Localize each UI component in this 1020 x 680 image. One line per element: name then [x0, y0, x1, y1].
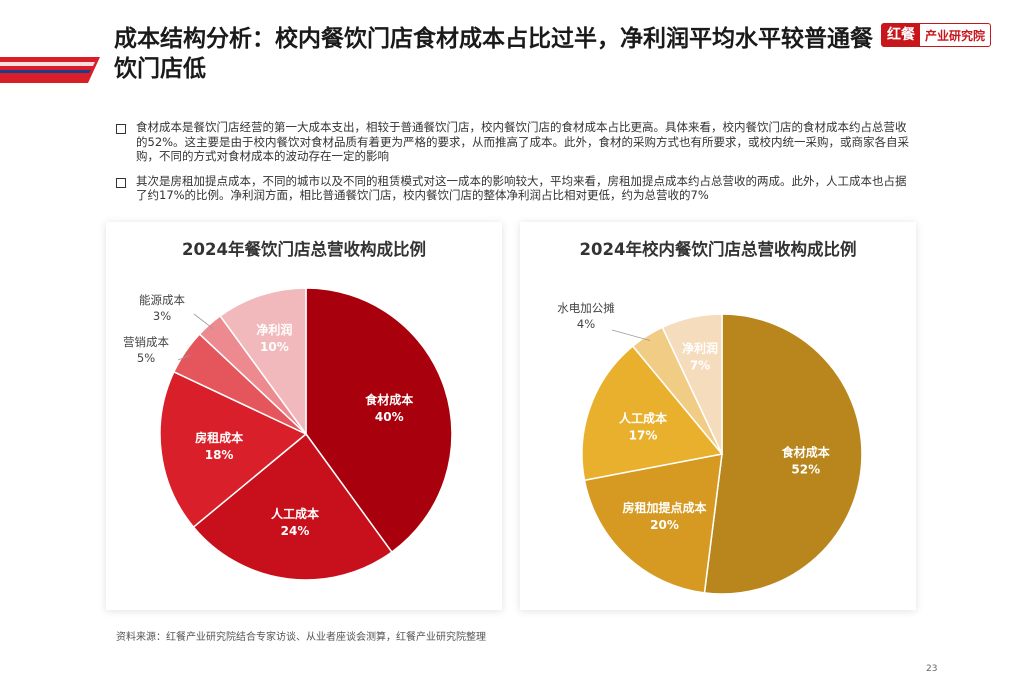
pie-slice	[219, 287, 307, 437]
pie-chart-industry: 食材成本 40% 人工成本 24% 房租成本 18% 营销成本 5% 能源成本 3% 净利润 10%	[123, 287, 453, 581]
slice-value-label: 7%	[690, 359, 710, 373]
chart-title: 2024年校内餐饮门店总营收构成比例	[579, 240, 857, 259]
leader-line	[611, 329, 651, 341]
slice-value-label: 20%	[650, 518, 679, 532]
pie-slice	[159, 370, 308, 529]
slice-value-label: 3%	[153, 309, 171, 323]
bullet-list: 食材成本是餐饮门店经营的第一大成本支出，相较于普通餐饮门店，校内餐饮门店的食材成…	[116, 120, 916, 213]
slice-name-label: 人工成本	[619, 411, 667, 426]
bullet-text: 食材成本是餐饮门店经营的第一大成本支出，相较于普通餐饮门店，校内餐饮门店的食材成…	[136, 120, 910, 163]
slice-name-label: 人工成本	[271, 506, 319, 521]
page-number: 23	[926, 664, 938, 674]
slice-value-label: 5%	[137, 351, 155, 365]
square-bullet-icon	[116, 177, 126, 188]
slice-value-label: 40%	[375, 410, 404, 424]
slice-name-label: 水电加公摊	[557, 301, 615, 315]
leader-line	[193, 313, 214, 330]
slice-name-label: 食材成本	[364, 392, 413, 407]
pie-slice	[583, 453, 723, 594]
page-title: 成本结构分析：校内餐饮门店食材成本占比过半，净利润平均水平较普通餐饮门店低	[114, 26, 873, 82]
pie-slice	[305, 287, 453, 554]
pie-chart-campus: 食材成本 52% 房租加提点成本 20% 人工成本 17% 水电加公摊 4% 净利润 7%	[557, 301, 863, 595]
pie-slice	[703, 313, 863, 595]
brand-name: 产业研究院	[925, 28, 986, 43]
slice-value-label: 17%	[629, 429, 658, 443]
slice-name-label: 食材成本	[781, 444, 830, 459]
brand-mark: 红餐	[882, 24, 920, 46]
chart-title: 2024年餐饮门店总营收构成比例	[182, 240, 426, 259]
slice-name-label: 房租成本	[195, 430, 243, 445]
square-bullet-icon	[116, 124, 126, 134]
slice-value-label: 10%	[260, 340, 289, 354]
bullet-item: 食材成本是餐饮门店经营的第一大成本支出，相较于普通餐饮门店，校内餐饮门店的食材成…	[116, 120, 916, 164]
bullet-item: 其次是房租加提点成本，不同的城市以及不同的租赁模式对这一成本的影响较大，平均来看…	[116, 174, 916, 203]
title-accent-bar	[0, 57, 100, 83]
chart-card-campus: 2024年校内餐饮门店总营收构成比例 食材成本 52% 房租加提点成本 20% 人工成本…	[520, 222, 916, 610]
pie-slice	[661, 313, 723, 455]
slice-value-label: 52%	[791, 462, 820, 476]
pie-slice	[192, 432, 393, 581]
slice-name-label: 净利润	[682, 341, 718, 356]
slice-name-label: 净利润	[256, 322, 292, 337]
bullet-text: 其次是房租加提点成本，不同的城市以及不同的租赁模式对这一成本的影响较大，平均来看…	[136, 173, 907, 203]
slice-value-label: 4%	[577, 317, 595, 331]
chart-card-industry: 2024年餐饮门店总营收构成比例 食材成本 40% 人工成本 24% 房租成本 18% 营销…	[106, 222, 502, 610]
slice-name-label: 能源成本	[139, 293, 185, 307]
pie-slice	[581, 345, 724, 482]
leader-line	[177, 354, 191, 361]
slice-name-label: 房租加提点成本	[622, 500, 706, 515]
slice-value-label: 18%	[205, 448, 234, 462]
source-note: 资料来源：红餐产业研究院结合专家访谈、从业者座谈会测算，红餐产业研究院整理	[116, 632, 486, 643]
slice-name-label: 营销成本	[123, 335, 169, 349]
brand-logo: 红餐 产业研究院	[881, 23, 992, 47]
slice-value-label: 24%	[281, 524, 310, 538]
